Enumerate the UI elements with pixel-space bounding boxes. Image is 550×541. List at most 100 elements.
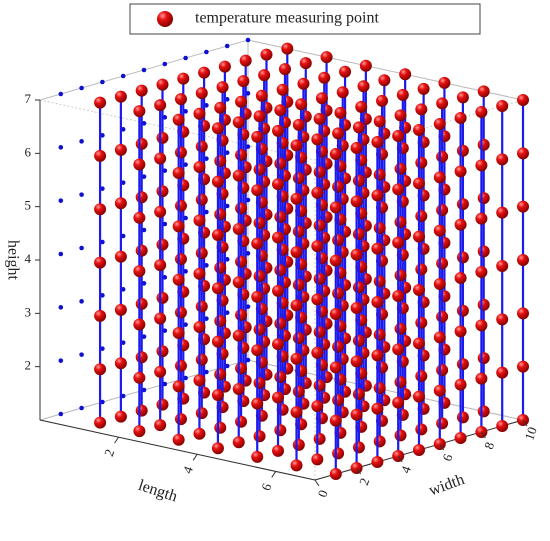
point xyxy=(436,417,449,430)
point xyxy=(517,254,529,266)
left-wall-projection xyxy=(224,97,230,102)
point xyxy=(290,406,303,419)
point xyxy=(477,138,490,151)
point xyxy=(477,245,490,258)
point xyxy=(290,299,303,312)
point xyxy=(195,300,208,313)
point xyxy=(392,236,405,249)
point xyxy=(313,432,326,445)
point xyxy=(232,436,245,449)
point xyxy=(274,210,287,223)
point xyxy=(475,372,488,385)
point xyxy=(232,276,245,289)
point xyxy=(232,222,245,235)
left-wall-projection xyxy=(183,322,188,327)
point xyxy=(214,368,227,381)
point xyxy=(332,287,345,300)
point xyxy=(214,421,227,434)
point xyxy=(133,265,146,278)
point xyxy=(154,365,167,378)
point xyxy=(415,210,428,223)
left-wall-projection xyxy=(120,287,126,292)
point xyxy=(373,435,386,448)
left-wall-projection xyxy=(120,340,126,345)
point xyxy=(172,433,185,446)
left-wall-projection xyxy=(204,156,209,161)
left-wall-projection xyxy=(204,263,209,268)
left-wall-projection xyxy=(245,37,251,43)
left-wall-projection xyxy=(141,387,147,393)
left-wall-projection xyxy=(245,91,251,96)
point xyxy=(496,366,509,379)
point xyxy=(352,121,365,134)
left-wall-projection xyxy=(79,192,84,197)
point xyxy=(350,355,363,368)
point xyxy=(496,313,509,326)
left-wall-projection xyxy=(79,352,84,357)
left-wall-projection xyxy=(162,381,168,387)
point xyxy=(392,290,405,302)
left-wall-projection xyxy=(183,55,188,61)
point xyxy=(253,216,266,229)
point xyxy=(214,208,227,221)
point xyxy=(195,87,208,100)
point xyxy=(133,425,146,438)
point xyxy=(172,273,185,286)
point xyxy=(332,447,345,460)
point xyxy=(475,266,488,278)
frame-edge xyxy=(39,99,316,161)
point xyxy=(195,407,208,420)
point xyxy=(456,198,469,211)
point xyxy=(433,118,446,130)
point xyxy=(251,130,264,143)
point xyxy=(94,256,107,269)
point xyxy=(114,90,127,103)
point xyxy=(290,192,303,205)
point xyxy=(154,152,167,165)
y-tick xyxy=(356,467,362,475)
point xyxy=(193,107,206,120)
left-wall-projection xyxy=(162,115,168,120)
y-tick-label: 8 xyxy=(481,440,497,451)
point xyxy=(394,429,407,442)
y-tick-label: 2 xyxy=(356,476,372,487)
point xyxy=(174,146,187,159)
x-tick-label: 4 xyxy=(180,464,196,476)
left-wall-projection xyxy=(224,257,230,262)
point xyxy=(156,291,169,304)
point xyxy=(177,72,190,85)
point xyxy=(373,328,386,341)
point xyxy=(211,122,224,135)
point xyxy=(456,251,469,264)
point xyxy=(394,216,407,229)
left-wall-projection xyxy=(162,221,168,227)
point xyxy=(272,444,285,457)
point xyxy=(320,51,333,64)
point xyxy=(292,118,305,131)
point xyxy=(295,98,308,111)
point xyxy=(311,400,324,413)
point xyxy=(311,240,324,253)
point xyxy=(133,158,146,171)
point xyxy=(211,282,224,295)
point xyxy=(454,378,467,391)
point xyxy=(413,124,425,136)
left-wall-projection xyxy=(141,281,147,286)
point xyxy=(433,171,446,184)
point xyxy=(216,81,229,94)
left-wall-projection xyxy=(120,127,126,132)
point xyxy=(517,94,529,106)
point xyxy=(394,376,407,389)
point xyxy=(394,109,407,122)
point xyxy=(253,163,266,176)
point xyxy=(392,130,405,142)
point xyxy=(239,54,252,67)
point xyxy=(456,411,469,424)
point xyxy=(193,321,206,334)
point xyxy=(235,149,248,162)
point xyxy=(433,384,446,397)
point xyxy=(371,456,384,468)
point xyxy=(272,338,285,351)
point xyxy=(198,66,211,79)
point xyxy=(311,453,324,466)
